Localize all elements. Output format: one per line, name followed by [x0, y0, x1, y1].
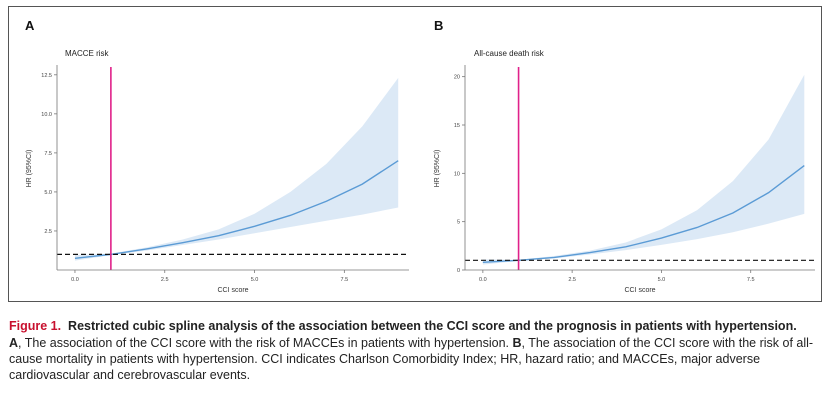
caption-panel-a-text: , The association of the CCI score with …	[18, 336, 513, 350]
x-tick-label: 2.5	[568, 277, 576, 283]
plot-title: All-cause death risk	[474, 49, 545, 58]
x-tick-label: 7.5	[341, 277, 349, 283]
x-tick-label: 5.0	[251, 277, 259, 283]
y-axis-label: HR (95%CI)	[26, 150, 33, 188]
x-axis-label: CCI score	[624, 287, 655, 294]
caption-title-text: Restricted cubic spline analysis of the …	[68, 319, 797, 333]
x-tick-label: 7.5	[747, 277, 755, 283]
chart-panel-a: 2.5 5.0 7.5 10.0 12.5 0.0 2.5 5.0 7.5 CCI score HR…	[26, 65, 409, 294]
figure-caption: Figure 1. Restricted cubic spline analys…	[9, 318, 825, 383]
y-tick-label: 20	[454, 75, 460, 81]
y-tick-label: 5	[457, 220, 460, 226]
hr-spline-line	[482, 165, 805, 263]
caption-panel-b-letter: B	[512, 336, 522, 350]
plot-title: MACCE risk	[65, 49, 110, 58]
y-tick-label: 12.5	[41, 73, 52, 79]
y-tick-label: 10	[454, 171, 460, 177]
hr-spline-line	[74, 160, 399, 259]
x-tick-label: 0.0	[479, 277, 487, 283]
x-tick-label: 5.0	[658, 277, 666, 283]
y-tick-label: 7.5	[44, 151, 52, 157]
confidence-band	[482, 74, 805, 265]
figure-svg: 2.5 5.0 7.5 10.0 12.5 0.0 2.5 5.0 7.5 CCI score HR…	[25, 18, 815, 294]
panel-letter-b: B	[434, 18, 443, 33]
x-tick-label: 2.5	[161, 277, 169, 283]
y-tick-label: 0	[457, 268, 460, 274]
y-axis-label: HR (95%CI)	[434, 150, 441, 188]
caption-panel-b-text: , The association of the CCI score with …	[9, 336, 814, 382]
y-tick-label: 2.5	[44, 229, 52, 235]
caption-figure-label: Figure 1.	[9, 319, 62, 333]
caption-title: Figure 1. Restricted cubic spline analys…	[9, 318, 825, 334]
caption-panel-a-letter: A	[9, 336, 19, 350]
chart-panel-b: 0 5 10 15 20 0.0 2.5 5.0 7.5 CCI score HR (95%CI)	[434, 65, 815, 294]
figure-frame: 2.5 5.0 7.5 10.0 12.5 0.0 2.5 5.0 7.5 CCI score HR…	[8, 6, 822, 302]
x-axis-label: CCI score	[217, 287, 248, 294]
caption-body: A, The association of the CCI score with…	[9, 335, 825, 383]
y-tick-label: 5.0	[44, 190, 52, 196]
y-tick-label: 10.0	[41, 112, 52, 118]
y-tick-label: 15	[454, 123, 460, 129]
panel-letter-a: A	[25, 18, 35, 33]
confidence-band	[74, 77, 399, 261]
x-tick-label: 0.0	[71, 277, 79, 283]
